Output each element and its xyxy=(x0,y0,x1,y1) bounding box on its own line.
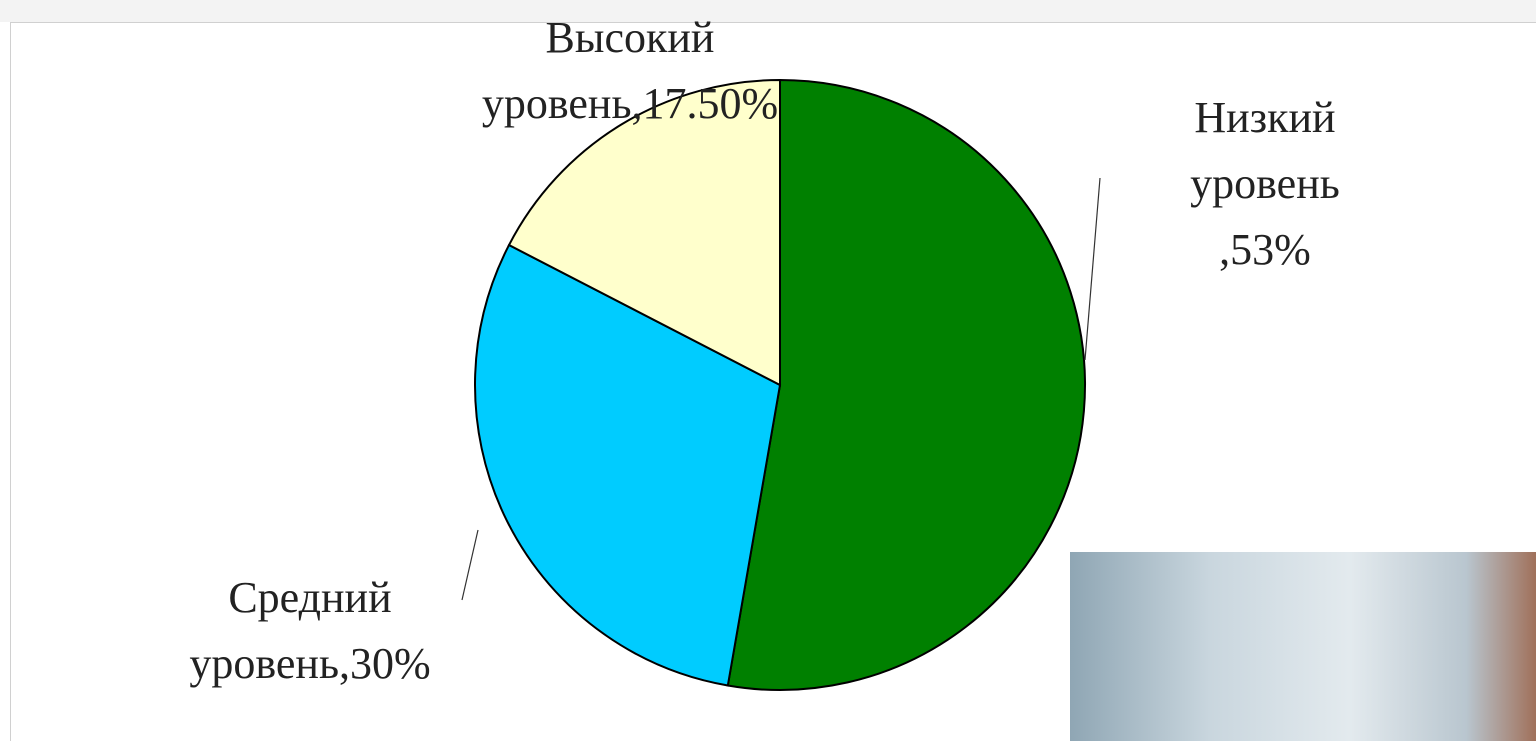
top-strip xyxy=(0,0,1536,22)
data-label: Средний уровень,30% xyxy=(189,573,431,688)
pie-slice xyxy=(474,243,782,687)
pie xyxy=(474,78,1086,691)
data-label: Высокий уровень,17.50% xyxy=(481,13,779,128)
leader-line xyxy=(461,529,479,601)
pie-slice xyxy=(507,78,781,387)
data-label: Низкий уровень ,53% xyxy=(1190,93,1340,274)
pie-slice xyxy=(726,78,1086,691)
leader-line xyxy=(1084,177,1101,361)
photo xyxy=(1070,552,1536,741)
